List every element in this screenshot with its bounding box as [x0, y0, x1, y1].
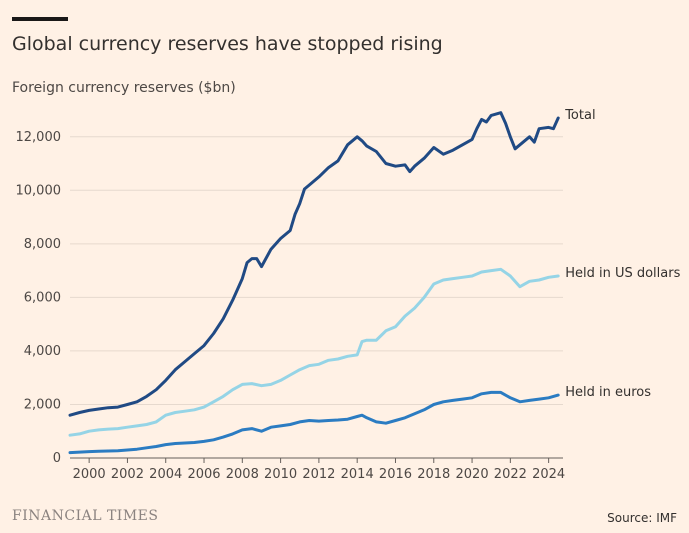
y-tick-label: 8,000: [24, 237, 61, 252]
x-tick-label: 2006: [187, 467, 220, 482]
x-tick-label: 2012: [302, 467, 335, 482]
chart-subtitle: Foreign currency reserves ($bn): [12, 80, 236, 96]
y-tick-label: 2,000: [24, 397, 61, 412]
y-tick-label: 4,000: [24, 344, 61, 359]
series-label-held-in-euros: Held in euros: [565, 385, 651, 400]
x-tick-label: 2022: [494, 467, 527, 482]
x-tick-label: 2004: [149, 467, 182, 482]
y-tick-label: 6,000: [24, 290, 61, 305]
x-tick-label: 2020: [456, 467, 489, 482]
y-tick-label: 0: [53, 451, 61, 466]
x-tick-label: 2008: [226, 467, 259, 482]
x-tick-label: 2000: [73, 467, 106, 482]
series-label-held-in-us-dollars: Held in US dollars: [565, 266, 680, 281]
y-tick-label: 12,000: [16, 130, 62, 145]
ft-logo: FINANCIAL TIMES: [12, 508, 159, 524]
series-line-held-in-euros: [68, 390, 560, 455]
series-line-total: [68, 111, 560, 417]
y-tick-label: 10,000: [16, 183, 62, 198]
series-line-held-in-us-dollars: [68, 267, 560, 437]
chart-title: Global currency reserves have stopped ri…: [12, 33, 443, 55]
x-tick-label: 2016: [379, 467, 412, 482]
brand-bar: [12, 17, 68, 21]
x-tick-label: 2024: [532, 467, 565, 482]
series-label-total: Total: [564, 108, 595, 123]
x-tick-label: 2018: [417, 467, 450, 482]
x-tick-label: 2010: [264, 467, 297, 482]
x-tick-label: 2014: [341, 467, 374, 482]
source-note: Source: IMF: [607, 511, 677, 525]
x-tick-label: 2002: [111, 467, 144, 482]
